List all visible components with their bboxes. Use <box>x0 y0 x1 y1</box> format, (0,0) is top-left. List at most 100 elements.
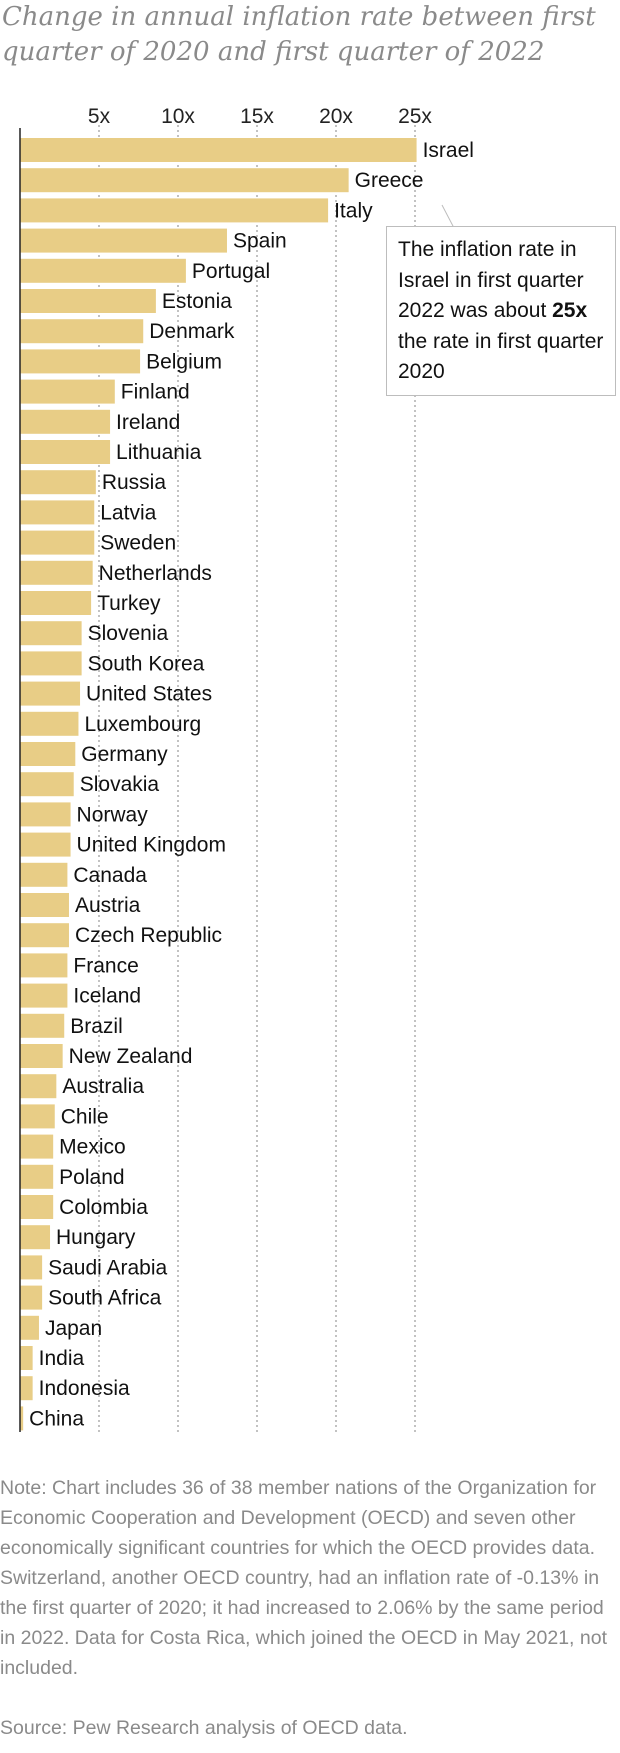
bar <box>20 832 71 857</box>
bar-label: Ireland <box>116 411 180 434</box>
bar <box>20 1346 33 1370</box>
bar <box>20 1044 63 1068</box>
bar-label: Russia <box>102 471 167 494</box>
bar <box>20 1376 33 1401</box>
bar <box>20 1225 51 1250</box>
bar-label: South Africa <box>48 1287 162 1310</box>
bar-label: Israel <box>423 139 474 162</box>
bar <box>20 168 349 193</box>
bar-label: Brazil <box>70 1015 123 1038</box>
bar <box>20 1195 54 1219</box>
chart-title: Change in annual inflation rate between … <box>2 2 596 67</box>
bar <box>20 591 92 615</box>
bar <box>20 440 111 464</box>
bar-label: Norway <box>77 803 149 826</box>
bar-label: Netherlands <box>99 562 212 585</box>
bar <box>20 953 68 978</box>
bar <box>20 1315 39 1340</box>
bar <box>20 772 74 797</box>
x-axis-ticks: 5x 10x 15x 20x 25x <box>88 105 433 128</box>
bar <box>20 923 69 948</box>
bar-label: Belgium <box>146 350 222 373</box>
annotation-bold: 25x <box>552 299 588 322</box>
bar <box>20 289 156 313</box>
bar <box>20 681 81 706</box>
bar <box>20 349 141 374</box>
bar-label: Spain <box>233 230 287 253</box>
bar <box>20 1013 65 1038</box>
bar-label: Lithuania <box>116 441 202 464</box>
x-tick-label: 25x <box>398 105 432 128</box>
bar-label: Finland <box>121 381 190 404</box>
bar <box>20 1104 55 1129</box>
annotation-box: The inflation rate in Israel in first qu… <box>386 226 616 396</box>
bar <box>20 138 417 162</box>
bar-label: United Kingdom <box>77 834 226 857</box>
bar-label: United States <box>86 683 212 706</box>
bar-label: Czech Republic <box>75 924 222 947</box>
bar-label: Indonesia <box>39 1377 130 1400</box>
bar <box>20 409 111 434</box>
bar <box>20 258 186 283</box>
bar <box>20 862 68 887</box>
bar-label: France <box>73 954 138 977</box>
bar-label: Sweden <box>100 532 176 555</box>
bar-chart: 5x 10x 15x 20x 25x Israel Greece Italy Spain Por… <box>19 105 474 1432</box>
bar <box>20 1074 57 1099</box>
bar <box>20 621 82 646</box>
bar <box>20 711 79 736</box>
bar <box>20 500 95 525</box>
bar-label: Germany <box>81 743 168 766</box>
bar-label: Turkey <box>97 592 161 615</box>
bar-label: Colombia <box>59 1196 148 1219</box>
bar-label: Australia <box>62 1075 144 1098</box>
bar <box>20 470 96 495</box>
bar <box>20 379 115 404</box>
bar-label: New Zealand <box>69 1045 193 1068</box>
bar-label: Italy <box>334 199 373 222</box>
x-tick-label: 5x <box>88 105 111 128</box>
bar <box>20 1285 43 1310</box>
bar-label: China <box>29 1407 84 1430</box>
chart-source: Source: Pew Research analysis of OECD da… <box>0 1717 408 1739</box>
bar <box>20 1255 43 1280</box>
bar-label: Japan <box>45 1317 102 1340</box>
annotation-text-after: the rate in first quarter 2020 <box>398 329 604 384</box>
chart-note: Note: Chart includes 36 of 38 member nat… <box>0 1477 607 1679</box>
bar <box>20 560 93 585</box>
bar-label: Luxembourg <box>84 713 201 736</box>
bar-label: Hungary <box>56 1226 136 1249</box>
bar <box>20 530 95 555</box>
x-tick-label: 20x <box>319 105 353 128</box>
bar-label: Slovenia <box>88 622 169 645</box>
bar <box>20 983 68 1008</box>
bar-label: Denmark <box>149 320 235 343</box>
bar-label: South Korea <box>88 652 205 675</box>
bar-label: Poland <box>59 1166 124 1189</box>
x-tick-label: 15x <box>240 105 274 128</box>
bar-label: Portugal <box>192 260 270 283</box>
annotation-text-before: The inflation rate in Israel in first qu… <box>398 238 584 322</box>
bar <box>20 228 227 253</box>
bar-label: Saudi Arabia <box>48 1256 167 1279</box>
bar-label: Slovakia <box>80 773 160 796</box>
bar-labels: Israel Greece Italy Spain Portugal Estonia Den… <box>29 139 474 1430</box>
bar <box>20 893 69 917</box>
bar-label: Latvia <box>100 501 156 524</box>
bar <box>20 319 144 344</box>
annotation-pointer <box>441 204 470 229</box>
bar-label: Austria <box>75 894 141 917</box>
bar-label: Chile <box>61 1105 109 1128</box>
bar <box>20 1406 24 1431</box>
bars <box>20 138 417 1431</box>
bar-label: Canada <box>73 864 147 887</box>
bar-label: Iceland <box>73 985 141 1008</box>
bar-label: Estonia <box>162 290 232 313</box>
bar-label: India <box>39 1347 85 1370</box>
bar <box>20 1164 54 1189</box>
bar-label: Greece <box>355 169 424 192</box>
bar <box>20 742 76 766</box>
x-tick-label: 10x <box>161 105 195 128</box>
bar <box>20 651 82 676</box>
bar <box>20 802 71 827</box>
